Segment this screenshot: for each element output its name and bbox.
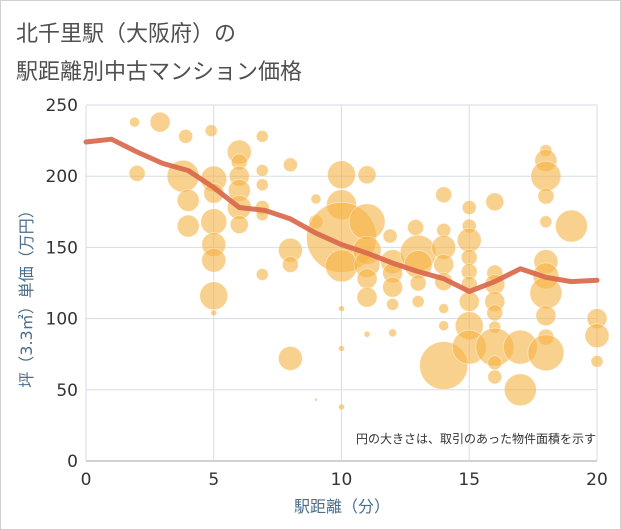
data-bubble [486,304,504,322]
data-bubble [537,187,555,205]
data-bubble [435,186,453,204]
grid-lines [85,104,598,462]
data-bubble [255,178,269,192]
data-bubble [527,334,565,372]
data-bubble [590,354,604,368]
data-bubble [176,189,200,212]
y-axis-label: 坪（3.3㎡）単価（万円） [17,202,36,387]
data-bubble [282,157,298,173]
data-bubble [325,249,358,283]
data-bubble [458,291,480,312]
data-bubble [438,320,450,332]
y-tick-labels: 0 50 100 150 200 250 [46,96,78,472]
data-bubble [382,228,398,244]
data-bubble [356,268,378,290]
data-bubble [363,330,371,338]
data-bubble [487,355,503,371]
data-bubble [210,309,218,317]
chart-title-line1: 北千里駅（大阪府）の [16,22,237,47]
data-bubble [535,305,557,327]
data-bubble [255,164,269,177]
data-bubble [388,328,398,338]
y-tick-label: 50 [56,381,78,401]
data-bubble [456,227,482,253]
data-bubble [178,128,194,144]
data-bubble [338,403,345,411]
data-bubble [255,129,269,143]
data-bubble [277,346,303,371]
data-bubble [433,254,455,275]
data-bubble [530,160,562,192]
size-annotation: 円の大きさは、取引のあった物件面積を示す [356,431,596,446]
x-tick-label: 15 [458,470,480,490]
data-bubble [409,274,427,292]
data-bubble [281,256,299,273]
data-bubble [348,203,386,241]
x-tick-label: 10 [331,470,353,490]
data-bubble [584,323,610,349]
data-bubble [382,276,404,298]
data-bubble [200,208,228,236]
data-bubble [539,215,553,229]
x-tick-label: 20 [586,470,608,490]
data-bubble [411,295,425,308]
data-bubble [338,305,345,313]
data-bubble [485,192,505,212]
data-bubble [438,303,450,315]
data-bubble [357,165,377,185]
chart-title-line2: 駅距離別中古マンション価格 [16,60,303,85]
y-tick-label: 150 [46,238,78,258]
data-bubble [199,281,229,311]
data-bubble [386,297,400,311]
x-tick-labels: 0 5 10 15 20 [81,470,608,490]
data-bubble [149,111,171,133]
x-axis-label: 駅距離（分） [294,497,390,516]
data-bubble [338,345,345,352]
bubbles [128,111,610,411]
data-bubble [310,193,322,205]
data-bubble [461,200,477,215]
y-tick-label: 0 [67,452,78,472]
data-bubble [255,268,269,281]
data-bubble [529,276,563,310]
x-tick-label: 0 [81,470,92,490]
y-tick-label: 100 [46,310,78,330]
data-bubble [407,219,424,236]
data-bubble [129,116,140,128]
y-tick-label: 200 [46,167,78,187]
data-bubble [487,369,503,385]
trend-line [83,136,600,294]
data-bubble [128,164,146,182]
data-bubble [555,209,588,243]
data-bubble [460,248,478,266]
data-bubble [229,215,249,235]
chart-title: 北千里駅（大阪府）の 駅距離別中古マンション価格 [16,16,302,92]
data-bubble [176,214,200,238]
data-bubble [356,286,378,308]
data-bubble [201,247,227,273]
x-tick-label: 5 [208,470,219,490]
data-bubble [327,160,356,190]
y-tick-label: 250 [46,96,78,116]
data-bubble [204,124,218,138]
data-bubble [314,397,318,402]
data-bubble [503,373,537,407]
